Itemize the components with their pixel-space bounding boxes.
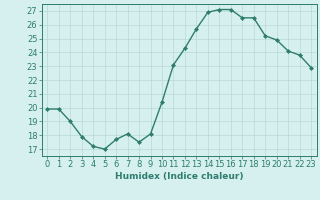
X-axis label: Humidex (Indice chaleur): Humidex (Indice chaleur) <box>115 172 244 181</box>
